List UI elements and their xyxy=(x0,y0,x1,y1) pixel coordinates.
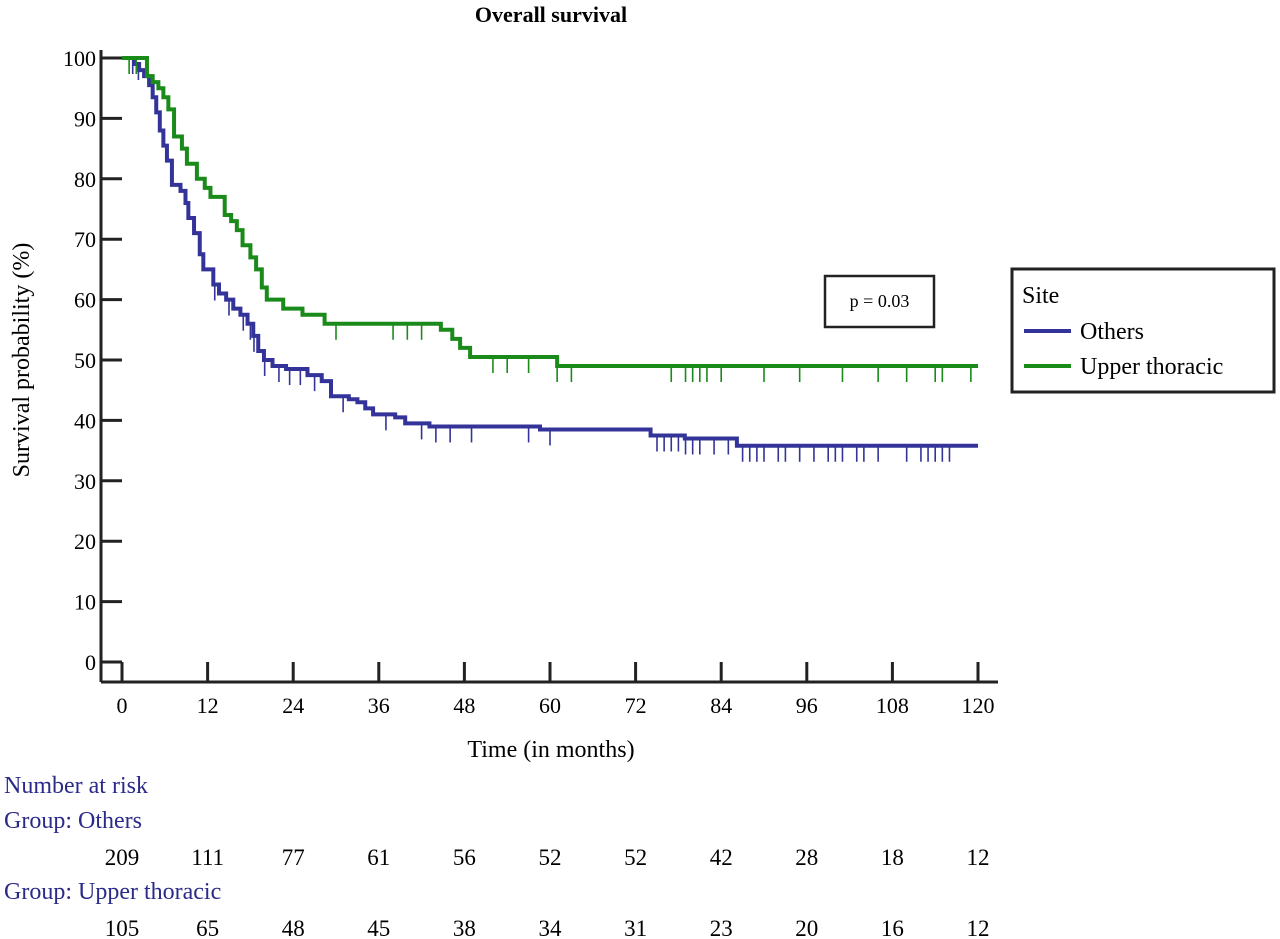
risk-count: 77 xyxy=(282,845,305,870)
x-tick-label: 108 xyxy=(876,693,909,718)
y-tick-label: 0 xyxy=(85,650,96,675)
x-tick-label: 72 xyxy=(625,693,647,718)
legend: Site Others Upper thoracic xyxy=(1010,267,1276,394)
risk-count: 42 xyxy=(710,845,733,870)
risk-count: 48 xyxy=(282,916,305,939)
risk-count: 52 xyxy=(624,845,647,870)
y-tick-label: 80 xyxy=(74,167,96,192)
risk-table-heading: Number at risk xyxy=(4,773,148,799)
axes: 0 10 20 30 40 50 60 70 80 90 100 0 12 24 36 48 60 72 84 96 1… xyxy=(63,46,998,718)
risk-count: 111 xyxy=(191,845,224,870)
p-value-text: p = 0.03 xyxy=(850,291,910,311)
risk-count: 38 xyxy=(453,916,476,939)
y-tick-label: 90 xyxy=(74,106,96,131)
risk-count: 23 xyxy=(710,916,733,939)
risk-count: 12 xyxy=(967,845,990,870)
risk-count: 20 xyxy=(795,916,818,939)
survival-curve-upper-thoracic xyxy=(122,56,978,369)
risk-count: 16 xyxy=(881,916,904,939)
risk-group-label-others: Group: Others xyxy=(4,808,142,834)
risk-count: 31 xyxy=(624,916,647,939)
series-others xyxy=(122,56,978,462)
risk-count: 12 xyxy=(967,916,990,939)
risk-count: 61 xyxy=(367,845,390,870)
x-tick-label: 84 xyxy=(710,693,732,718)
risk-count: 18 xyxy=(881,845,904,870)
risk-count: 56 xyxy=(453,845,476,870)
y-tick-label: 40 xyxy=(74,408,96,433)
risk-count: 65 xyxy=(196,916,219,939)
y-tick-label: 70 xyxy=(74,227,96,252)
risk-counts: 209 111 77 61 56 52 52 42 28 18 12 105 65 48 45 38 34 31 2… xyxy=(105,845,990,939)
risk-count: 105 xyxy=(105,916,140,939)
x-tick-label: 48 xyxy=(453,693,475,718)
risk-count: 28 xyxy=(795,845,818,870)
y-tick-label: 50 xyxy=(74,348,96,373)
legend-entry-others: Others xyxy=(1080,319,1144,345)
risk-table: Number at risk Group: Others Group: Uppe… xyxy=(4,773,990,939)
series-upper-thoracic xyxy=(122,56,978,383)
survival-curve-others xyxy=(122,56,978,448)
risk-group-label-upper-thoracic: Group: Upper thoracic xyxy=(4,879,221,905)
y-tick-label: 30 xyxy=(74,469,96,494)
legend-entry-upper-thoracic: Upper thoracic xyxy=(1080,354,1223,380)
x-tick-label: 0 xyxy=(117,693,128,718)
chart-title: Overall survival xyxy=(475,2,627,27)
y-tick-label: 100 xyxy=(63,46,96,71)
x-tick-label: 120 xyxy=(962,693,995,718)
y-tick-label: 20 xyxy=(74,529,96,554)
risk-count: 34 xyxy=(539,916,563,939)
y-tick-label: 60 xyxy=(74,288,96,313)
legend-title: Site xyxy=(1022,283,1059,309)
x-axis-label: Time (in months) xyxy=(467,737,634,763)
x-tick-label: 12 xyxy=(197,693,219,718)
y-tick-label: 10 xyxy=(74,590,96,615)
series-layer xyxy=(122,56,978,462)
y-axis-label: Survival probability (%) xyxy=(9,243,35,478)
risk-count: 45 xyxy=(367,916,390,939)
x-tick-label: 60 xyxy=(539,693,561,718)
x-tick-label: 96 xyxy=(796,693,818,718)
x-tick-label: 36 xyxy=(368,693,390,718)
risk-count: 52 xyxy=(539,845,562,870)
p-value-box xyxy=(823,274,936,329)
x-tick-label: 24 xyxy=(282,693,304,718)
risk-count: 209 xyxy=(105,845,140,870)
